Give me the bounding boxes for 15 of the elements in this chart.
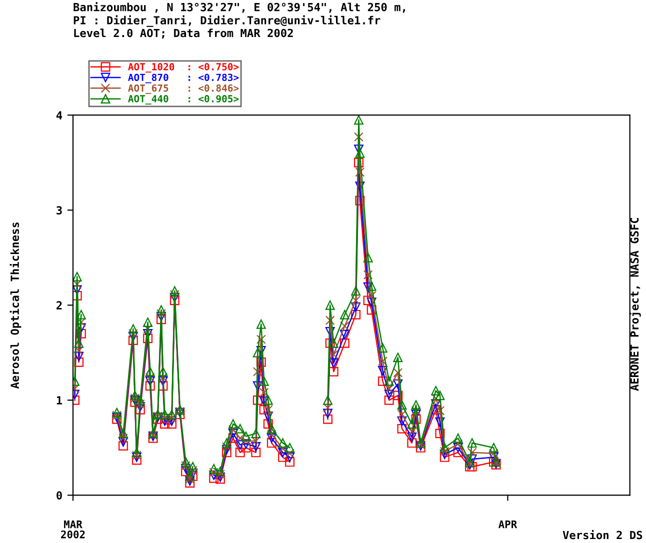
legend-label: AOT_440 : <0.905> xyxy=(128,95,239,105)
y-tick-label: 2 xyxy=(56,301,62,310)
legend-label: AOT_870 : <0.783> xyxy=(128,74,239,84)
y-axis-title: Aerosol Optical Thickness xyxy=(10,222,22,389)
chart-title: Banizoumbou , N 13°32'27", E 02°39'54", Alt 250 m, PI : Didier_Tanri, Didier.Tanre@univ-lille1.fr Level 2.0 AOT; Data from MAR 2002 xyxy=(74,2,405,39)
y-tick-label: 3 xyxy=(56,206,62,215)
y-tick-label: 0 xyxy=(56,491,62,500)
y-tick-label: 1 xyxy=(56,396,62,404)
annotation: AERONET Project, NASA GSFC xyxy=(629,218,641,391)
legend-label: AOT_1020 : <0.750> xyxy=(128,63,239,73)
x-tick-label: MAR 2002 xyxy=(61,520,85,538)
legend-label: AOT_675 : <0.846> xyxy=(128,84,239,94)
text: Version 2 DS xyxy=(562,530,642,540)
y-tick-label: 4 xyxy=(56,111,62,120)
x-tick-label: APR xyxy=(498,520,518,528)
